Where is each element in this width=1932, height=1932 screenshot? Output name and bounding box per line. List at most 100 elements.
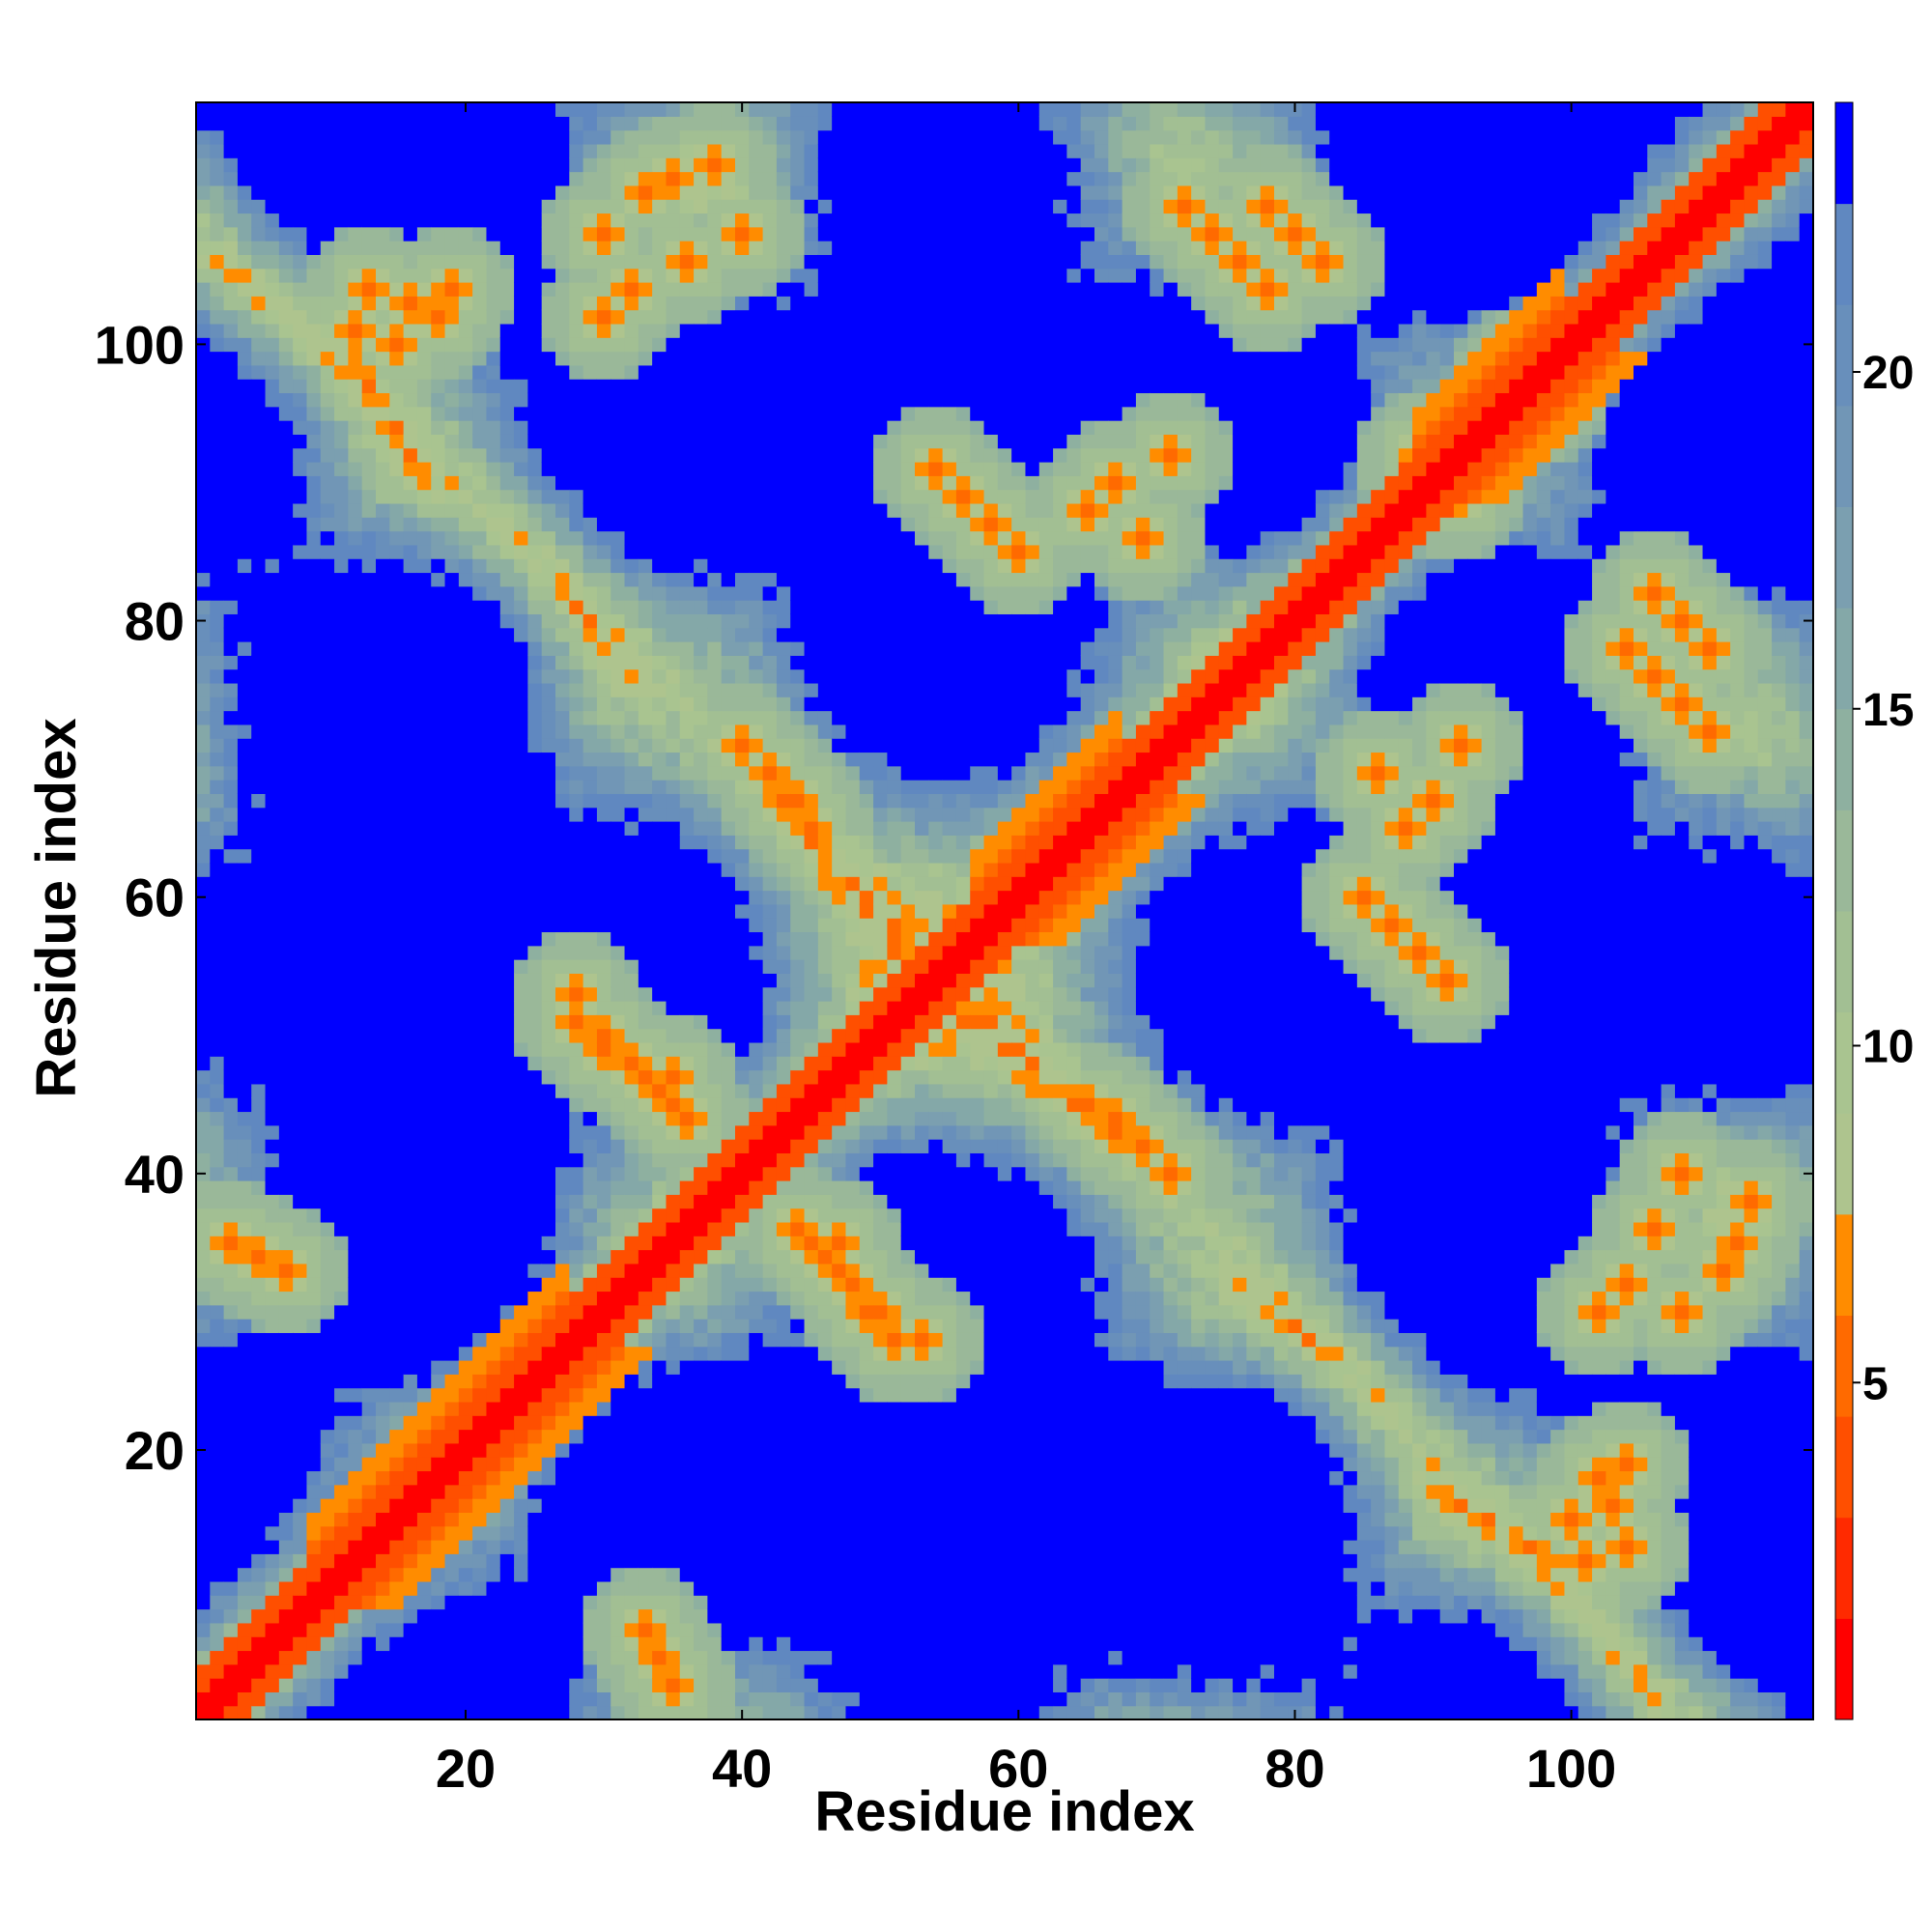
heatmap-cell	[707, 102, 723, 117]
heatmap-cell	[251, 1442, 267, 1458]
heatmap-cell	[541, 1332, 556, 1348]
heatmap-cell	[694, 157, 708, 173]
heatmap-cell	[251, 1056, 267, 1071]
heatmap-cell	[376, 1553, 390, 1569]
heatmap-cell	[306, 296, 322, 311]
heatmap-cell	[638, 185, 653, 200]
heatmap-cell	[527, 918, 543, 933]
heatmap-cell	[694, 959, 708, 974]
heatmap-cell	[541, 585, 556, 601]
heatmap-cell	[735, 282, 750, 297]
heatmap-cell	[237, 1041, 252, 1057]
heatmap-cell	[196, 1180, 211, 1195]
heatmap-cell	[762, 807, 778, 822]
heatmap-cell	[527, 517, 543, 532]
heatmap-cell	[348, 1512, 363, 1527]
heatmap-cell	[541, 1221, 556, 1236]
heatmap-cell	[320, 392, 335, 408]
heatmap-cell	[444, 1152, 460, 1168]
heatmap-cell	[416, 1277, 432, 1293]
heatmap-cell	[694, 1332, 708, 1348]
heatmap-cell	[306, 835, 322, 850]
heatmap-cell	[431, 254, 446, 270]
heatmap-cell	[735, 848, 750, 864]
heatmap-cell	[527, 462, 543, 476]
heatmap-cell	[361, 364, 377, 380]
heatmap-cell	[569, 447, 584, 463]
heatmap-cell	[611, 1346, 626, 1361]
heatmap-cell	[486, 1360, 501, 1375]
heatmap-cell	[735, 835, 750, 850]
heatmap-cell	[582, 1525, 598, 1541]
heatmap-cell	[265, 157, 280, 173]
heatmap-cell	[541, 1056, 556, 1071]
heatmap-cell	[499, 213, 515, 228]
heatmap-cell	[486, 959, 501, 974]
heatmap-cell	[624, 254, 639, 270]
heatmap-cell	[721, 323, 736, 338]
heatmap-cell	[694, 434, 708, 449]
heatmap-cell	[361, 558, 377, 574]
heatmap-cell	[762, 1277, 778, 1293]
heatmap-cell	[403, 682, 418, 697]
heatmap-cell	[624, 986, 639, 1002]
heatmap-cell	[679, 241, 695, 255]
heatmap-cell	[596, 1194, 611, 1209]
heatmap-cell	[499, 296, 515, 311]
heatmap-cell	[293, 502, 308, 518]
heatmap-cell	[652, 213, 668, 228]
heatmap-cell	[514, 627, 528, 642]
heatmap-cell	[210, 696, 225, 712]
heatmap-cell	[569, 641, 584, 656]
heatmap-cell	[251, 1319, 267, 1333]
heatmap-cell	[541, 765, 556, 781]
heatmap-cell	[679, 918, 695, 933]
heatmap-cell	[458, 226, 473, 242]
heatmap-cell	[278, 116, 294, 131]
heatmap-cell	[278, 1014, 294, 1030]
heatmap-cell	[431, 903, 446, 919]
heatmap-cell	[223, 392, 239, 408]
heatmap-cell	[499, 600, 515, 614]
heatmap-cell	[348, 171, 363, 186]
heatmap-cell	[348, 502, 363, 518]
heatmap-cell	[196, 406, 211, 421]
heatmap-cell	[444, 241, 460, 255]
heatmap-cell	[679, 1332, 695, 1348]
heatmap-cell	[555, 434, 570, 449]
heatmap-cell	[376, 1236, 390, 1251]
heatmap-cell	[458, 613, 473, 629]
heatmap-cell	[555, 1332, 570, 1348]
heatmap-cell	[707, 1139, 723, 1153]
heatmap-cell	[389, 143, 405, 158]
heatmap-cell	[389, 296, 405, 311]
heatmap-cell	[776, 1001, 791, 1015]
heatmap-cell	[624, 973, 639, 988]
heatmap-cell	[596, 462, 611, 476]
heatmap-cell	[611, 1540, 626, 1554]
heatmap-cell	[210, 102, 225, 117]
heatmap-cell	[237, 1249, 252, 1264]
heatmap-cell	[679, 780, 695, 794]
heatmap-cell	[348, 1263, 363, 1278]
heatmap-cell	[762, 1663, 778, 1679]
heatmap-cell	[499, 517, 515, 532]
heatmap-cell	[749, 102, 764, 117]
heatmap-cell	[361, 738, 377, 753]
heatmap-cell	[237, 1470, 252, 1486]
heatmap-cell	[652, 392, 668, 408]
heatmap-cell	[403, 600, 418, 614]
heatmap-cell	[735, 973, 750, 988]
heatmap-cell	[210, 1622, 225, 1637]
heatmap-cell	[569, 876, 584, 892]
heatmap-cell	[265, 1083, 280, 1098]
heatmap-cell	[348, 1097, 363, 1113]
heatmap-cell	[196, 1470, 211, 1486]
heatmap-cell	[306, 420, 322, 435]
heatmap-cell	[486, 765, 501, 781]
heatmap-cell	[624, 1069, 639, 1085]
heatmap-cell	[251, 1111, 267, 1126]
heatmap-cell	[444, 558, 460, 574]
heatmap-cell	[499, 1291, 515, 1306]
heatmap-cell	[569, 1540, 584, 1554]
